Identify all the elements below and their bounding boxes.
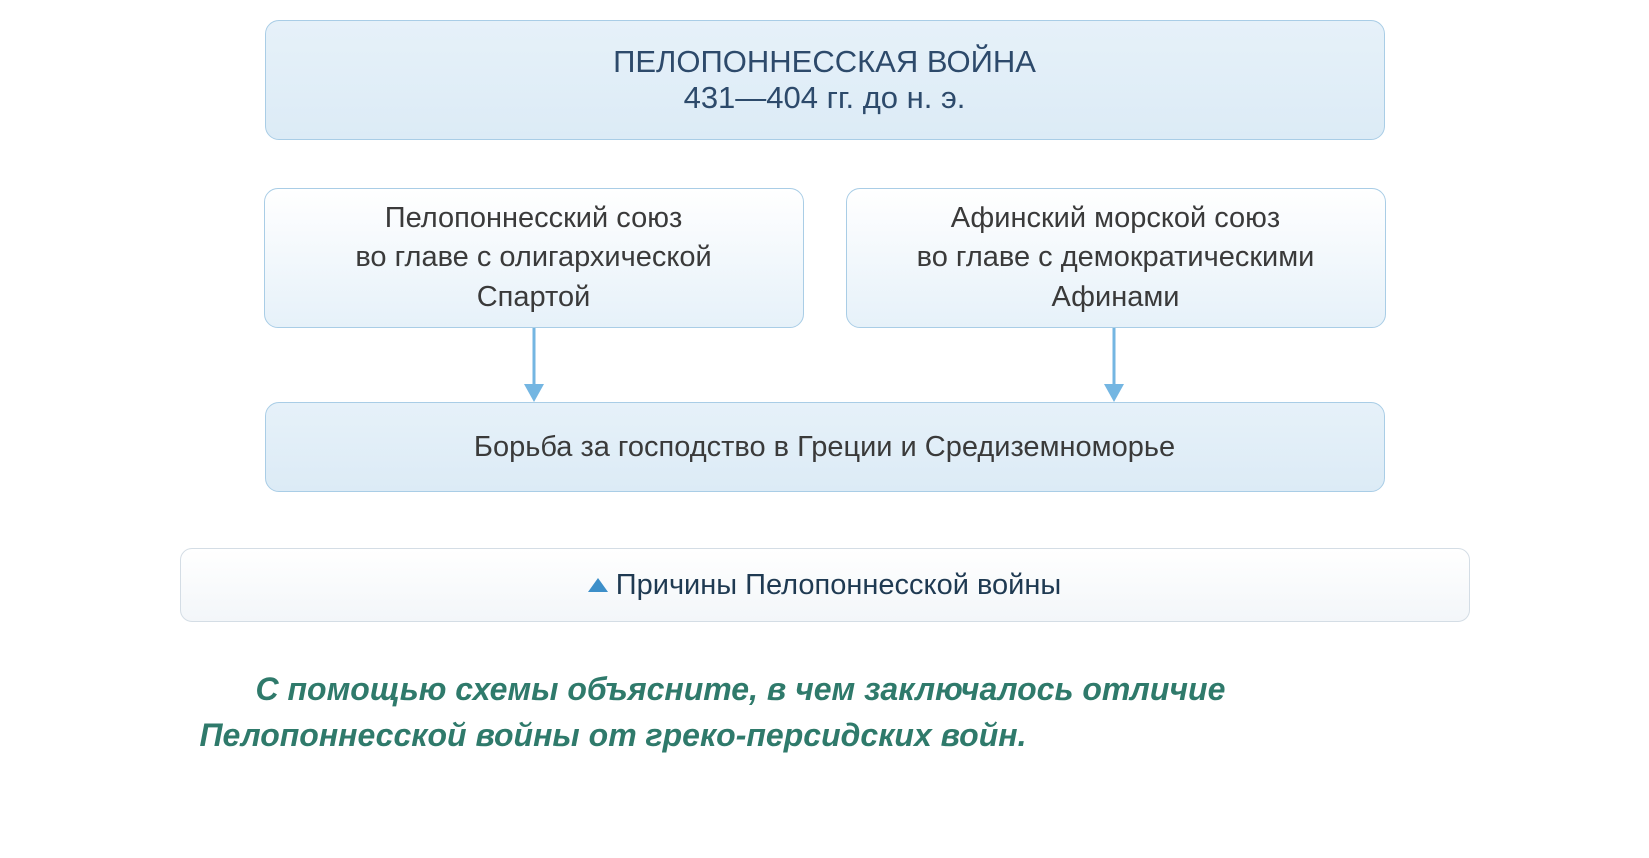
result-text: Борьба за господство в Греции и Средизем…	[474, 431, 1175, 464]
result-box: Борьба за господство в Греции и Средизем…	[265, 402, 1385, 492]
arrow-down-icon	[1099, 328, 1129, 402]
athenian-union-text: Афинский морской союзво главе с демократ…	[917, 199, 1315, 316]
caption-box: Причины Пелопоннесской войны	[180, 548, 1470, 622]
caption-text: Причины Пелопоннесской войны	[616, 569, 1061, 602]
unions-row: Пелопоннесский союзво главе с олигархиче…	[175, 188, 1475, 328]
peloponnesian-union-text: Пелопоннесский союзво главе с олигархиче…	[355, 199, 711, 316]
question-text: С помощью схемы объясните, в чем заключа…	[180, 666, 1470, 759]
title-line1: ПЕЛОПОННЕССКАЯ ВОЙНА	[613, 44, 1036, 80]
arrow-down-icon	[519, 328, 549, 402]
arrow-row	[265, 328, 1385, 402]
peloponnesian-union-box: Пелопоннесский союзво главе с олигархиче…	[264, 188, 804, 328]
athenian-union-box: Афинский морской союзво главе с демократ…	[846, 188, 1386, 328]
triangle-up-icon	[588, 578, 608, 592]
title-line2: 431—404 гг. до н. э.	[684, 80, 966, 116]
title-box: ПЕЛОПОННЕССКАЯ ВОЙНА 431—404 гг. до н. э…	[265, 20, 1385, 140]
